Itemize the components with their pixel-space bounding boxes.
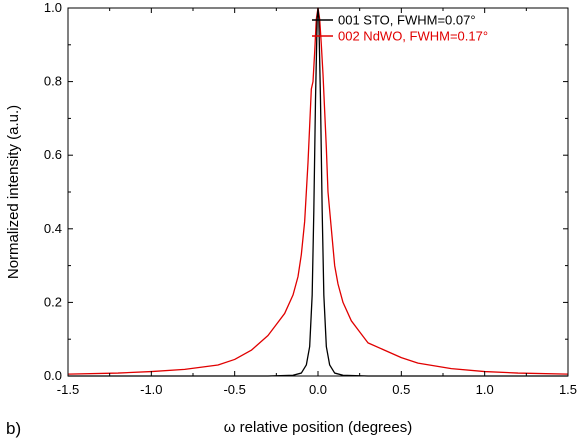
x-axis-ticks: -1.5 -1.0 -0.5 0.0 0.5 1.0 1.5 [57, 8, 577, 397]
x-tick-label: -1.5 [57, 382, 79, 397]
series-layer [67, 7, 569, 377]
y-axis-ticks: 0.0 0.2 0.4 0.6 0.8 1.0 [44, 0, 568, 383]
series-line-1 [67, 7, 569, 375]
series-line-0 [68, 7, 568, 377]
x-tick-label: 0.0 [309, 382, 327, 397]
panel-label: b) [6, 419, 21, 438]
y-tick-label: 1.0 [44, 0, 62, 15]
plot-frame [67, 7, 569, 377]
x-axis-label: ω relative position (degrees) [224, 419, 412, 436]
x-tick-label: 1.5 [559, 382, 577, 397]
x-tick-label: 0.5 [392, 382, 410, 397]
x-tick-label: -0.5 [223, 382, 245, 397]
legend-label-0: 001 STO, FWHM=0.07° [338, 13, 476, 28]
y-tick-label: 0.2 [44, 294, 62, 309]
legend: 001 STO, FWHM=0.07°002 NdWO, FWHM=0.17° [312, 13, 488, 44]
y-tick-label: 0.6 [44, 147, 62, 162]
y-tick-label: 0.0 [44, 368, 62, 383]
y-tick-label: 0.8 [44, 74, 62, 89]
x-tick-label: 1.0 [476, 382, 494, 397]
legend-label-1: 002 NdWO, FWHM=0.17° [338, 29, 488, 44]
x-tick-label: -1.0 [140, 382, 162, 397]
y-axis-label: Normalized intensity (a.u.) [5, 105, 22, 279]
y-tick-label: 0.4 [44, 221, 62, 236]
